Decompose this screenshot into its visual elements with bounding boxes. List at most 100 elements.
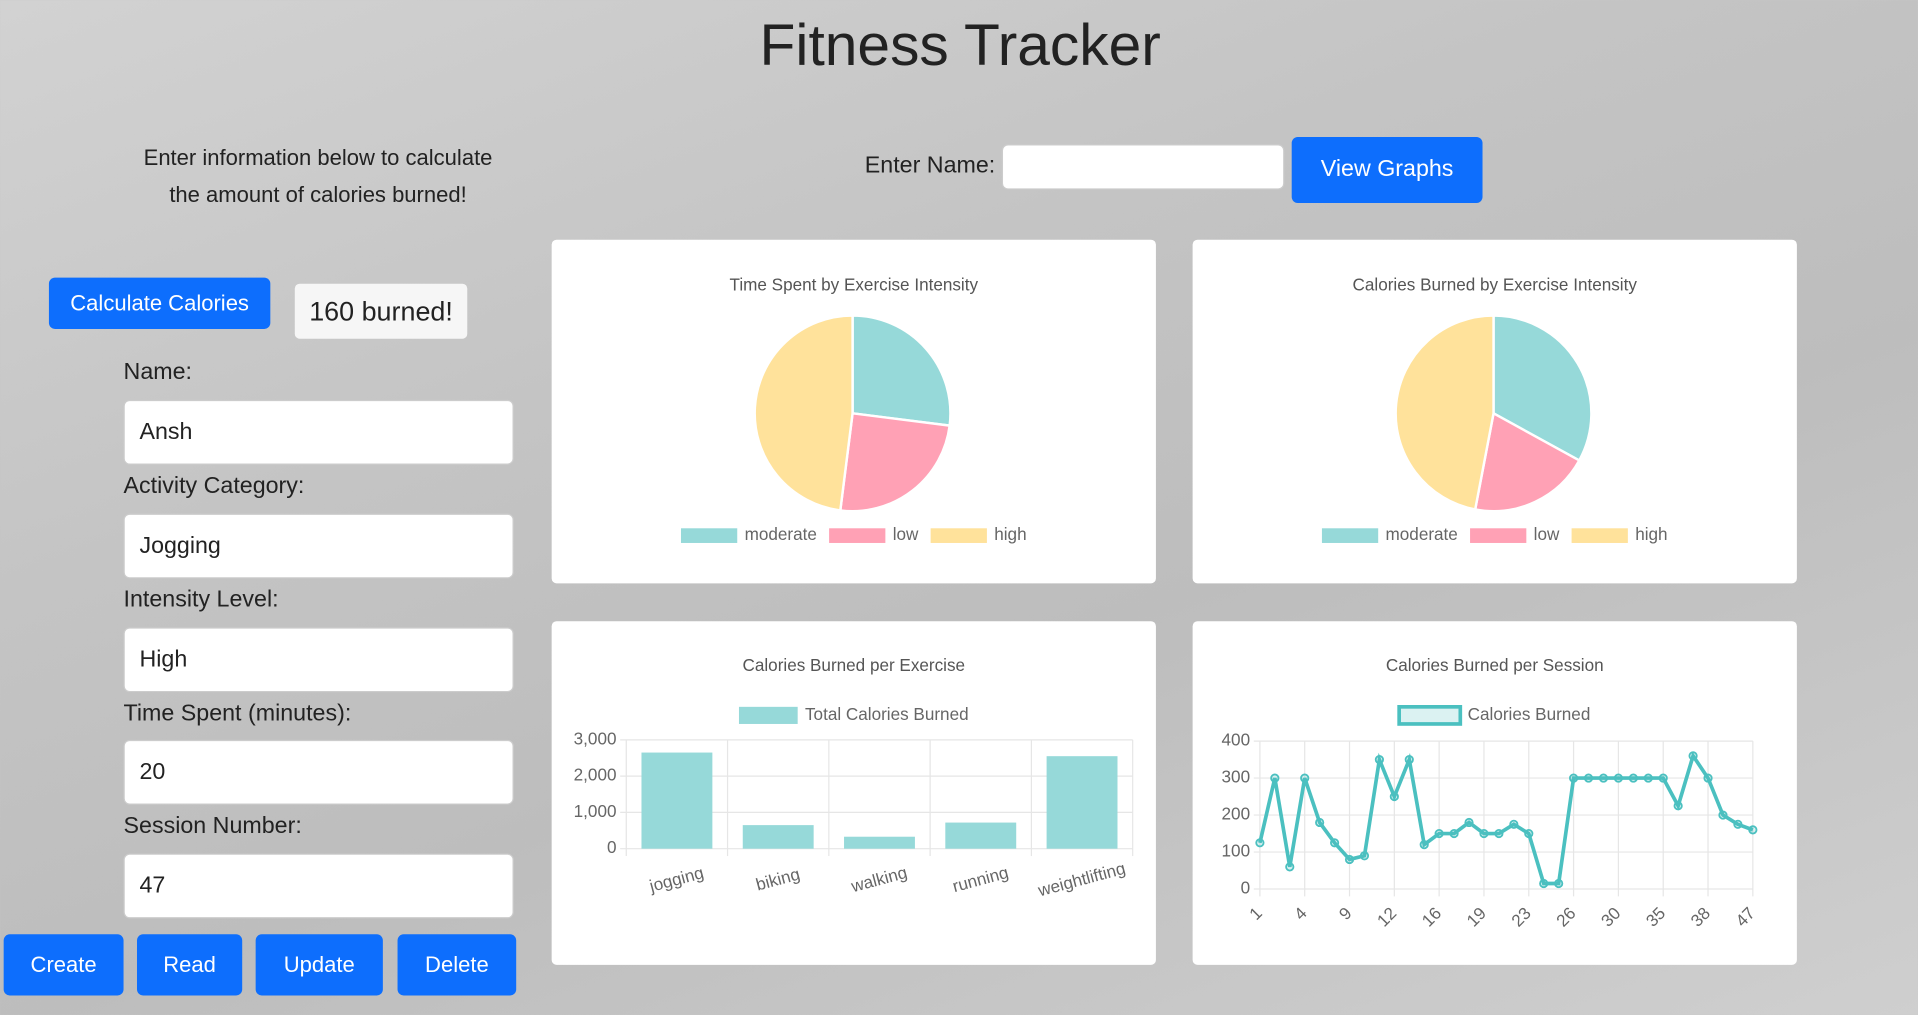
data-point [1673,801,1683,811]
pie-slice [1394,314,1495,511]
action-button[interactable]: Delete [397,934,517,996]
x-tick-label: 16 [1418,904,1445,931]
data-point [1270,773,1280,783]
data-point [1703,773,1713,783]
field-label: Name: [123,359,193,386]
x-tick-label: biking [754,865,802,895]
chart: Time Spent by Exercise Intensity moderate… [680,276,1027,544]
data-point [1658,773,1668,783]
x-tick-label: 35 [1642,904,1669,931]
data-point [1494,828,1504,839]
chart: Calories Burned by Exercise Intensity mod… [1321,276,1668,544]
data-point [1315,817,1325,828]
field-input[interactable]: Jogging [123,513,514,579]
legend-label: moderate [745,525,817,544]
pie-slice [753,314,854,512]
legend-swatch [1321,528,1379,543]
legend-label: Calories Burned [1468,705,1591,724]
data-point [1374,754,1384,765]
data-point [1598,773,1609,783]
action-button[interactable]: Create [3,934,124,996]
data-point [1464,817,1474,828]
legend-swatch [829,528,886,543]
data-point [1628,773,1638,783]
data-point [1688,751,1698,761]
calculate-button[interactable]: Calculate Calories [48,277,271,329]
y-tick-label: 1,000 [574,802,617,821]
data-point [1643,773,1653,783]
chart-card: Calories Burned by Exercise Intensity mod… [1192,239,1797,584]
legend-item: low [829,525,919,544]
bar [742,825,814,849]
x-tick-label: 1 [1246,904,1266,924]
pie-slice [1473,411,1581,513]
y-tick-label: 300 [1222,768,1251,787]
data-point [1733,819,1743,829]
action-button[interactable]: Update [255,934,383,996]
action-button[interactable]: Read [136,934,243,996]
legend-label: high [1635,525,1667,544]
chart-title: Calories Burned by Exercise Intensity [1353,276,1638,295]
bar [1046,756,1118,849]
page-title: Fitness Tracker [759,13,1161,79]
data-point [1718,810,1728,820]
legend-label: moderate [1386,525,1458,544]
field-input[interactable]: 20 [123,739,514,805]
legend-item: high [1571,525,1668,544]
data-point [1539,878,1549,889]
x-tick-label: 26 [1553,904,1580,931]
calorie-result: 160 burned! [294,283,468,339]
legend-label: low [893,525,919,544]
x-tick-label: 38 [1687,904,1714,931]
bar [945,822,1017,849]
chart-title: Calories Burned per Exercise [743,656,966,675]
data-point [1524,828,1534,839]
x-tick-label: 12 [1373,904,1400,931]
data-point [1255,838,1265,848]
legend-label: Total Calories Burned [805,705,969,724]
chart: Calories Burned per Exercise Total Calori… [574,656,1134,901]
field-input[interactable]: High [123,627,514,693]
field-label: Intensity Level: [123,586,279,613]
intro-line: Enter information below to calculate [143,145,493,170]
x-tick-label: weightlifting [1035,859,1127,901]
x-tick-label: 19 [1463,904,1490,931]
bar [641,752,713,849]
legend-item: Calories Burned [1397,705,1591,726]
bar [844,836,915,849]
data-point [1419,840,1429,850]
data-point [1359,851,1370,861]
y-tick-label: 400 [1222,731,1251,750]
pie-slice [838,411,952,513]
data-point [1329,838,1340,848]
pie-slice [1492,314,1593,463]
legend-item: low [1470,525,1560,544]
legend-swatch [1571,528,1628,543]
data-point [1509,819,1519,829]
field-input[interactable]: 47 [123,853,514,919]
legend-swatch [1397,705,1463,726]
legend-swatch [1470,528,1527,543]
x-tick-label: walking [848,863,909,896]
y-tick-label: 200 [1222,805,1251,824]
data-point [1389,791,1399,802]
field-label: Session Number: [123,813,302,839]
search-input[interactable] [1001,144,1285,190]
legend-label: high [994,525,1026,544]
x-tick-label: 30 [1598,904,1625,931]
y-tick-label: 0 [607,838,617,857]
view-graphs-button[interactable]: View Graphs [1291,136,1483,204]
y-tick-label: 3,000 [574,729,617,748]
pie-slice [851,314,952,427]
legend-item: high [930,525,1027,544]
chart: Calories Burned per Session Calories Burn… [1222,656,1759,931]
chart-title: Calories Burned per Session [1386,656,1604,675]
chart-card: Calories Burned per Exercise Total Calori… [551,621,1156,965]
intro-line: the amount of calories burned! [169,182,467,207]
x-tick-label: 23 [1508,904,1535,931]
field-input[interactable]: Ansh [123,399,514,465]
field-label: Time Spent (minutes): [123,700,352,727]
search-label: Enter Name: [864,152,996,179]
data-point [1479,828,1489,839]
legend-item: moderate [680,525,817,544]
